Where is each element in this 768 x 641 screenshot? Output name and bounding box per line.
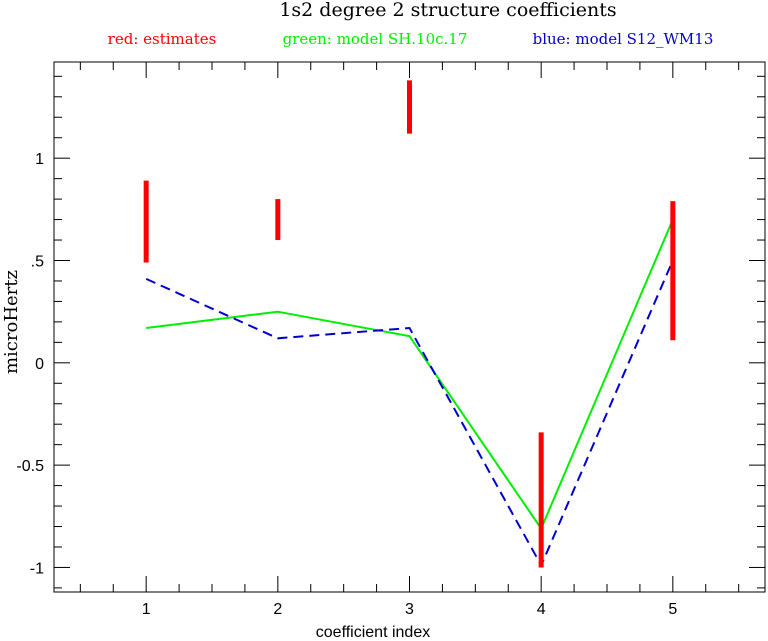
- y-axis-label: microHertz: [1, 270, 22, 374]
- series-line: [145, 260, 674, 568]
- y-tick-label: -0.5: [16, 458, 44, 475]
- x-tick-label: 4: [537, 601, 546, 618]
- series-line: [146, 219, 674, 531]
- x-tick-label: 5: [668, 601, 677, 618]
- tick-marks: [54, 62, 765, 592]
- y-tick-label: -1: [30, 560, 44, 577]
- y-tick-label: 1: [35, 151, 44, 168]
- legend-entry: blue: model S12_WM13: [533, 30, 714, 48]
- chart-title: 1s2 degree 2 structure coefficients: [279, 0, 616, 21]
- tick-labels: 1 2 3 4 5 -1 -0.5 0 .5 1: [16, 151, 677, 618]
- y-tick-label: 0: [35, 356, 44, 373]
- x-axis-label: coefficient index: [316, 624, 430, 641]
- legend-entry: red: estimates: [108, 30, 217, 48]
- legend: red: estimates green: model SH.10c.17 blue…: [108, 30, 714, 48]
- legend-entry: green: model SH.10c.17: [283, 30, 468, 48]
- estimate-bars: [143, 80, 676, 568]
- x-tick-label: 2: [273, 601, 282, 618]
- y-tick-label: .5: [31, 253, 44, 270]
- x-tick-label: 3: [405, 601, 414, 618]
- model-lines: [145, 219, 674, 568]
- x-tick-label: 1: [142, 601, 151, 618]
